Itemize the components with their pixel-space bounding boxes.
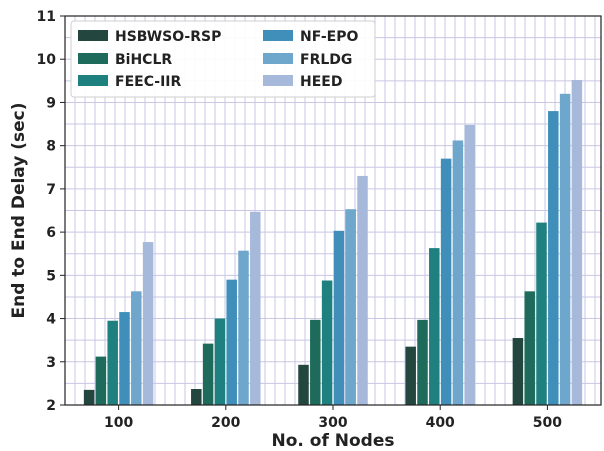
bar-FRLDG-300 (345, 209, 356, 405)
y-tick-label: 7 (46, 182, 56, 198)
bar-BiHCLR-500 (524, 291, 535, 405)
bar-NF-EPO-500 (548, 111, 559, 405)
y-tick-label: 3 (46, 355, 56, 371)
legend-swatch (263, 75, 293, 86)
legend-label: NF-EPO (300, 29, 358, 45)
legend-label: FRLDG (300, 52, 352, 68)
bar-HEED-500 (571, 79, 583, 406)
x-tick-label: 100 (104, 415, 133, 431)
bar-HEED-300 (357, 175, 368, 405)
y-tick-label: 4 (46, 312, 56, 328)
y-tick-label: 11 (37, 9, 56, 25)
legend: HSBWSO-RSP BiHCLR FEEC-IIR NF-EPO FRLDG HEED (70, 20, 376, 98)
y-ticks: 2 3 4 5 6 7 8 9 10 11 (37, 9, 65, 414)
bar-group-300 (298, 175, 368, 405)
legend-item-NF-EPO: NF-EPO (263, 29, 358, 45)
bar-FRLDG-500 (559, 93, 571, 406)
legend-item-HEED: HEED (263, 74, 342, 90)
bar-NF-EPO-400 (440, 158, 452, 405)
legend-swatch (78, 53, 108, 64)
bar-FRLDG-100 (131, 291, 142, 405)
bar-FEEC-IIR-400 (429, 248, 440, 405)
bar-HEED-400 (464, 124, 475, 406)
y-tick-label: 5 (46, 268, 56, 284)
x-tick-label: 400 (426, 415, 455, 431)
y-tick-label: 2 (46, 398, 56, 414)
x-tick-label: 300 (318, 415, 347, 431)
bar-BiHCLR-400 (417, 319, 428, 405)
bar-HSBWSO-RSP-200 (191, 389, 202, 405)
bar-FEEC-IIR-500 (536, 222, 547, 405)
legend-item-BiHCLR: BiHCLR (78, 52, 172, 68)
bar-FEEC-IIR-100 (107, 320, 118, 405)
bar-NF-EPO-300 (333, 230, 345, 405)
y-tick-label: 6 (46, 225, 56, 241)
x-ticks: 100 200 300 400 500 (104, 405, 562, 431)
legend-label: BiHCLR (115, 52, 172, 68)
bar-FRLDG-400 (452, 140, 464, 406)
bar-group-100 (83, 242, 154, 405)
bars (83, 79, 583, 406)
legend-label: HEED (300, 74, 342, 90)
y-axis-label: End to End Delay (sec) (9, 102, 29, 318)
y-tick-label: 8 (46, 139, 56, 155)
x-tick-label: 200 (211, 415, 240, 431)
bar-group-400 (405, 124, 475, 406)
legend-item-FEEC-IIR: FEEC-IIR (78, 74, 182, 90)
legend-swatch (263, 53, 293, 64)
x-axis-label: No. of Nodes (271, 431, 394, 451)
bar-FEEC-IIR-200 (214, 318, 226, 405)
bar-HEED-100 (142, 242, 154, 405)
bar-HSBWSO-RSP-500 (512, 338, 524, 405)
bar-NF-EPO-100 (119, 312, 130, 405)
legend-swatch (263, 30, 293, 41)
x-tick-label: 500 (533, 415, 562, 431)
legend-label: FEEC-IIR (115, 74, 182, 90)
legend-item-FRLDG: FRLDG (263, 52, 352, 68)
bar-HSBWSO-RSP-400 (405, 346, 416, 405)
bar-group-500 (512, 79, 583, 406)
legend-label: HSBWSO-RSP (115, 29, 221, 45)
bar-group-200 (191, 211, 261, 405)
bar-FRLDG-200 (238, 250, 249, 405)
bar-BiHCLR-100 (95, 356, 107, 405)
legend-swatch (78, 30, 108, 41)
bar-NF-EPO-200 (226, 279, 237, 405)
y-tick-label: 9 (46, 95, 56, 111)
bar-BiHCLR-300 (310, 319, 321, 405)
legend-swatch (78, 75, 108, 86)
legend-box (70, 20, 376, 98)
bar-HSBWSO-RSP-100 (83, 389, 95, 405)
bar-FEEC-IIR-300 (321, 280, 333, 405)
legend-item-HSBWSO-RSP: HSBWSO-RSP (78, 29, 221, 45)
bar-HEED-200 (250, 211, 261, 405)
y-tick-label: 10 (37, 52, 57, 68)
bar-HSBWSO-RSP-300 (298, 364, 309, 405)
bar-BiHCLR-200 (202, 343, 214, 405)
